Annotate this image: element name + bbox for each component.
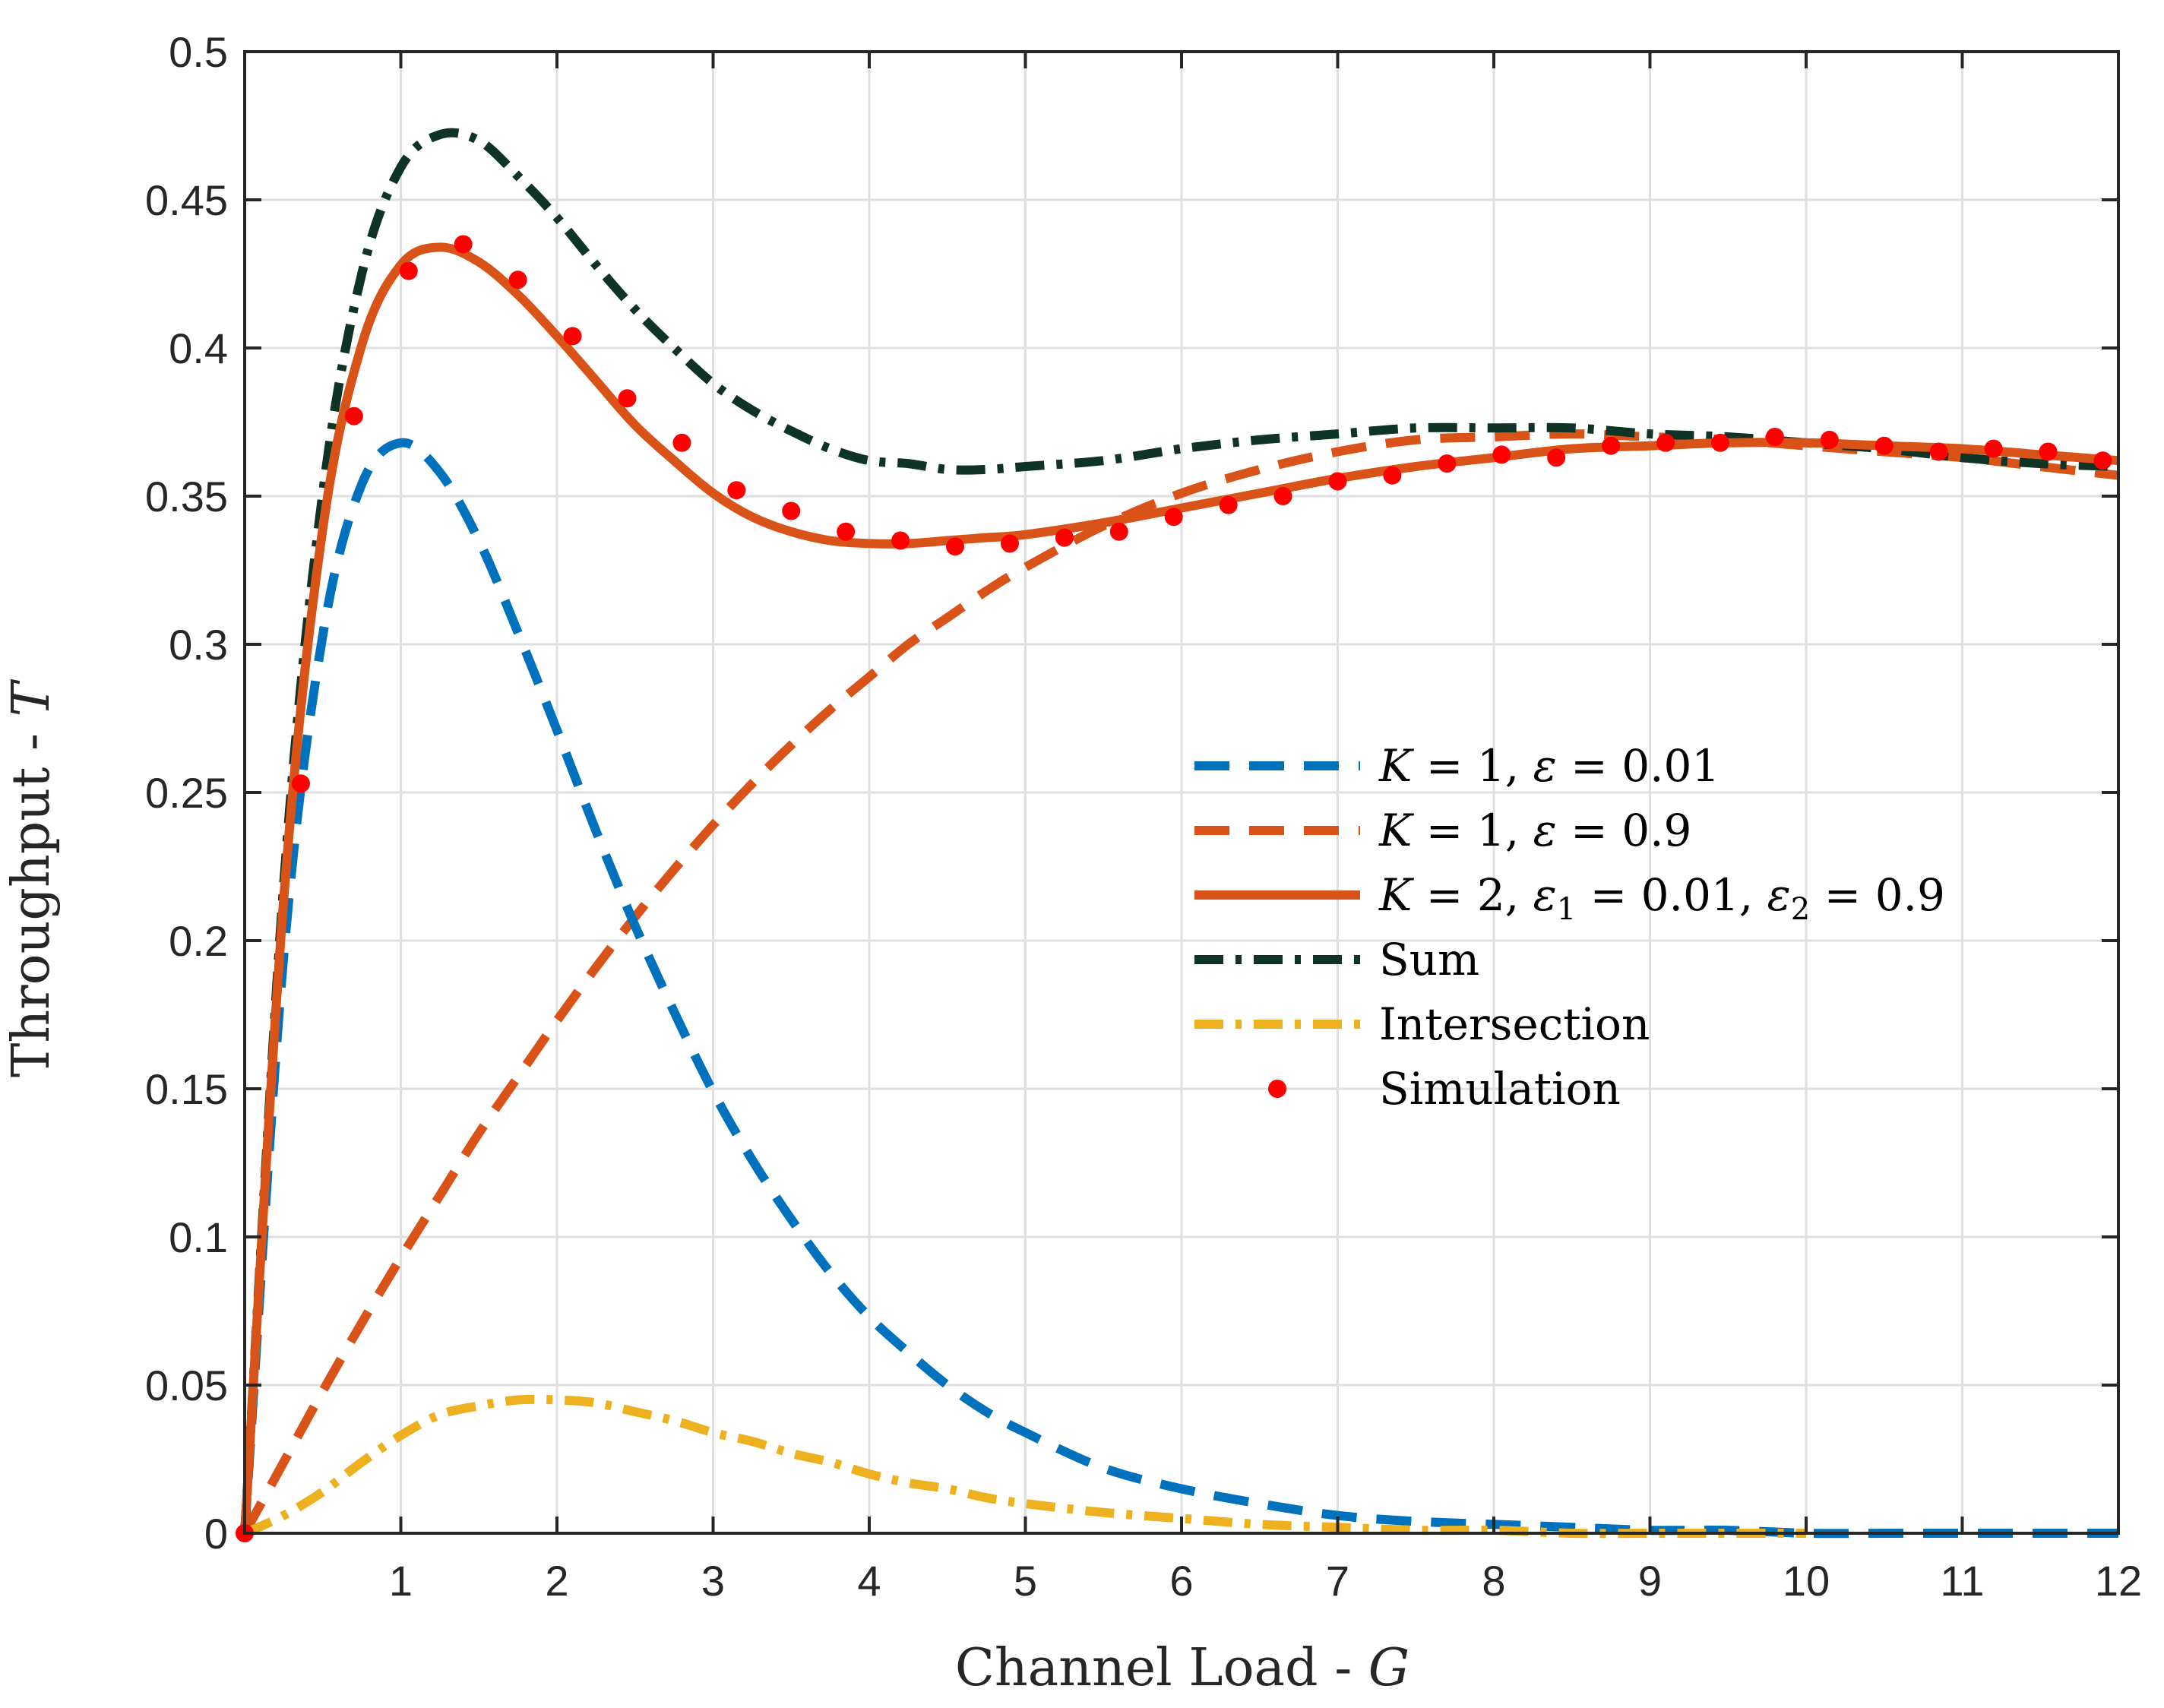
- y-axis-title-variable: T: [2, 678, 62, 716]
- simulation-point-5: [508, 270, 527, 289]
- simulation-point-15: [1055, 528, 1074, 547]
- x-tick-label-4: 5: [1014, 1557, 1037, 1605]
- y-tick-label-10: 0.5: [169, 28, 228, 76]
- simulation-point-20: [1328, 472, 1347, 491]
- y-tick-label-4: 0.2: [169, 917, 228, 965]
- simulation-layer: [236, 235, 2112, 1542]
- simulation-point-2: [344, 406, 363, 425]
- x-axis-title-variable: G: [1368, 1638, 1409, 1698]
- legend-text-part: = 0.01: [1557, 740, 1720, 792]
- y-tick-label-0: 0: [204, 1510, 228, 1558]
- simulation-point-34: [2093, 451, 2112, 470]
- y-axis-title-text: Throughput -: [2, 716, 62, 1077]
- legend-text-part: ε: [1533, 869, 1557, 921]
- x-tick-label-1: 2: [545, 1557, 568, 1605]
- legend-text-part: = 0.01,: [1576, 869, 1767, 921]
- series-line-4: [242, 1394, 1806, 1539]
- legend-text-part: = 2,: [1412, 869, 1533, 921]
- simulation-point-19: [1273, 487, 1292, 505]
- tick-labels: 1 2 3 4 5 6 7 8 9 10 11 1200.050.10.150.20.250.30.3…: [145, 28, 2142, 1605]
- y-tick-label-3: 0.15: [145, 1065, 228, 1113]
- simulation-point-21: [1383, 466, 1402, 485]
- x-tick-label-11: 12: [2095, 1557, 2142, 1605]
- simulation-point-24: [1547, 448, 1566, 467]
- x-tick-label-5: 6: [1169, 1557, 1193, 1605]
- simulation-point-3: [399, 261, 418, 280]
- legend-label-simulation: Simulation: [1379, 1063, 1621, 1115]
- x-tick-label-3: 4: [857, 1557, 881, 1605]
- simulation-point-23: [1492, 445, 1511, 464]
- legend-label-k-2-1-0-01-2-0-9: K = 2, ε1 = 0.01, ε2 = 0.9: [1378, 869, 1945, 927]
- simulation-point-31: [1929, 442, 1948, 461]
- y-tick-label-2: 0.1: [169, 1213, 228, 1261]
- legend-text-part: = 1,: [1412, 740, 1533, 792]
- y-tick-label-7: 0.35: [145, 473, 228, 520]
- simulation-point-10: [782, 501, 801, 520]
- simulation-point-12: [891, 531, 910, 550]
- x-axis-title: Channel Load - G: [955, 1638, 1409, 1698]
- legend-text-part: ε: [1533, 805, 1557, 856]
- simulation-point-4: [454, 235, 473, 254]
- legend-text-part: K: [1378, 740, 1415, 792]
- simulation-point-28: [1765, 428, 1784, 446]
- legend-label-k-1-0-01: K = 1, ε = 0.01: [1378, 740, 1719, 792]
- series-line-3: [240, 128, 2119, 1534]
- legend-text-part: K: [1378, 869, 1415, 921]
- simulation-point-32: [1984, 439, 2003, 458]
- simulation-point-33: [2039, 442, 2058, 461]
- simulation-point-30: [1875, 436, 1894, 455]
- simulation-point-14: [1000, 534, 1019, 553]
- legend-text-part: = 1,: [1412, 805, 1533, 856]
- legend-label-sum: Sum: [1379, 934, 1479, 985]
- x-tick-label-2: 3: [701, 1557, 725, 1605]
- simulation-point-6: [563, 327, 582, 346]
- series-line-2: [240, 242, 2119, 1534]
- y-tick-label-6: 0.3: [169, 621, 228, 669]
- simulation-point-11: [837, 522, 856, 541]
- x-tick-label-6: 7: [1326, 1557, 1349, 1605]
- simulation-point-9: [727, 481, 746, 500]
- simulation-point-25: [1602, 436, 1621, 455]
- simulation-point-7: [618, 389, 637, 408]
- y-tick-label-1: 0.05: [145, 1362, 228, 1409]
- simulation-point-16: [1109, 522, 1128, 541]
- legend-text-part: ε: [1533, 740, 1557, 792]
- simulation-point-17: [1164, 508, 1183, 527]
- simulation-point-26: [1656, 433, 1675, 452]
- legend-text-part: Intersection: [1379, 998, 1650, 1050]
- simulation-point-29: [1820, 430, 1839, 449]
- y-axis-title: Throughput - T: [2, 678, 62, 1077]
- legend-text-part: 1: [1557, 892, 1576, 927]
- legend-text-part: Sum: [1379, 934, 1479, 985]
- legend-label-k-1-0-9: K = 1, ε = 0.9: [1378, 805, 1691, 856]
- simulation-point-1: [291, 774, 310, 793]
- x-tick-label-7: 8: [1482, 1557, 1505, 1605]
- simulation-point-13: [946, 537, 965, 556]
- simulation-point-8: [672, 433, 691, 452]
- legend-marker-simulation: [1268, 1080, 1286, 1098]
- legend-text-part: = 0.9: [1557, 805, 1692, 856]
- y-tick-label-8: 0.4: [169, 324, 228, 372]
- x-tick-label-0: 1: [389, 1557, 413, 1605]
- simulation-point-22: [1438, 454, 1457, 473]
- x-tick-label-8: 9: [1638, 1557, 1662, 1605]
- legend-label-intersection: Intersection: [1379, 998, 1650, 1050]
- legend-text-part: K: [1378, 805, 1415, 856]
- y-tick-label-9: 0.45: [145, 176, 228, 224]
- x-tick-label-9: 10: [1783, 1557, 1830, 1605]
- legend: K = 1, ε = 0.01K = 1, ε = 0.9K = 2, ε1 =…: [1194, 740, 1945, 1115]
- legend-text-part: ε: [1767, 869, 1791, 921]
- legend-text-part: = 0.9: [1810, 869, 1945, 921]
- simulation-point-27: [1710, 433, 1729, 452]
- x-axis-title-text: Channel Load -: [955, 1638, 1368, 1698]
- legend-text-part: 2: [1791, 892, 1810, 927]
- simulation-point-18: [1219, 495, 1238, 514]
- x-tick-label-10: 11: [1940, 1557, 1984, 1605]
- y-tick-label-5: 0.25: [145, 769, 228, 817]
- axes: [243, 50, 2120, 1535]
